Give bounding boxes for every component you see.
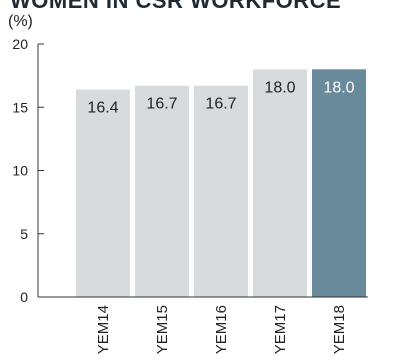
bar (194, 85, 248, 298)
bar (76, 89, 130, 297)
y-axis-unit: (%) (8, 13, 33, 30)
bar (135, 85, 189, 298)
bars: 16.4 16.7 16.7 18.0 18.0 (76, 69, 366, 298)
bar (253, 69, 307, 297)
x-axis: YEM14 YEM15 YEM16 YEM17 YEM18 (38, 296, 368, 354)
x-tick-label: YEM17 (272, 305, 289, 354)
y-tick-label: 20 (12, 36, 28, 52)
x-tick-label: YEM18 (331, 305, 348, 354)
chart-title: WOMEN IN CSR WORKFORCE (10, 0, 341, 13)
data-label: 16.7 (205, 96, 236, 113)
y-tick-label: 5 (20, 226, 28, 242)
x-tick-label: YEM16 (213, 305, 230, 354)
x-tick-label: YEM14 (95, 305, 112, 354)
y-axis: 0 5 10 15 20 (12, 36, 44, 305)
y-tick-label: 0 (20, 289, 28, 305)
x-tick-label: YEM15 (154, 305, 171, 354)
y-tick-label: 15 (12, 99, 28, 115)
data-label: 16.7 (146, 96, 177, 113)
data-label: 18.0 (264, 79, 295, 96)
data-label: 16.4 (87, 100, 118, 117)
bar (312, 69, 366, 297)
data-label: 18.0 (323, 79, 354, 96)
y-tick-label: 10 (12, 163, 28, 179)
